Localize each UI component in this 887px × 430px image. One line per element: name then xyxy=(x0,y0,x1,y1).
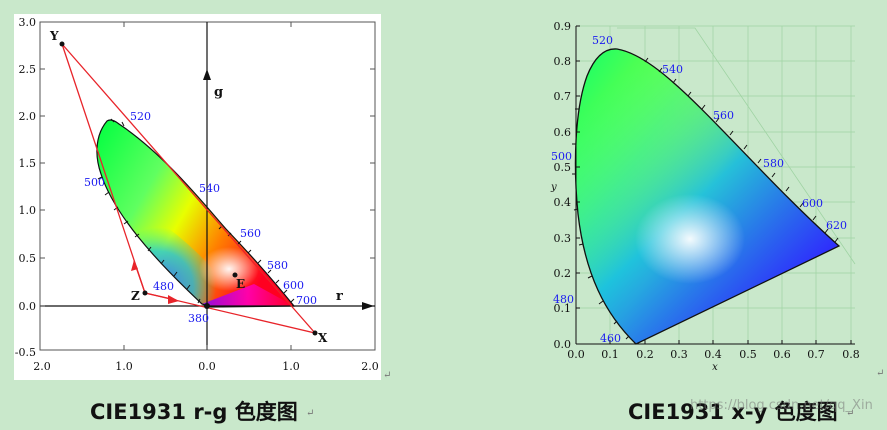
xy-x-tick: 0.2 xyxy=(636,348,654,361)
xy-nm-460: 460 xyxy=(600,332,621,345)
rg-y-tick: 2.0 xyxy=(19,110,37,123)
nm-540: 540 xyxy=(199,182,220,195)
rg-y-tick-labels: 3.0 2.5 2.0 1.5 1.0 0.5 0.0 -0.5 xyxy=(15,16,36,359)
xy-outer-guide xyxy=(617,27,856,265)
xyz-primaries-triangle xyxy=(61,43,317,335)
nm-480: 480 xyxy=(153,280,174,293)
paragraph-mark: ↵ xyxy=(383,370,392,381)
xy-x-tick: 0.0 xyxy=(567,348,585,361)
axis-g-label: g xyxy=(214,85,223,100)
paragraph-mark: ↵ xyxy=(846,408,855,419)
xy-x-tick: 0.7 xyxy=(807,348,825,361)
xy-xlabel: x xyxy=(712,362,718,373)
watermark: https://blog.csdn.net/qq_Xin xyxy=(690,398,873,413)
rg-y-tick: 1.0 xyxy=(19,204,37,217)
r-axis-arrow xyxy=(362,302,374,310)
z-x-arrowhead xyxy=(168,295,179,304)
xy-nm-600: 600 xyxy=(802,197,823,210)
rg-x-tick: 0.0 xyxy=(198,360,216,373)
xy-gamut-fill xyxy=(575,48,839,344)
xy-chromaticity-panel: 520 540 560 580 600 620 500 480 460 0.9 … xyxy=(545,14,875,376)
xy-x-tick: 0.8 xyxy=(842,348,860,361)
rg-chromaticity-panel: Y X Z E g r 520 500 540 560 580 600 480 … xyxy=(14,14,381,380)
xy-nm-620: 620 xyxy=(826,219,847,232)
label-e: E xyxy=(236,277,245,291)
xy-y-tick: 0.2 xyxy=(554,267,572,280)
nm-560: 560 xyxy=(240,227,261,240)
caption-rg: CIE1931 r-g 色度图 xyxy=(90,400,298,424)
rg-x-tick: 1.0 xyxy=(282,360,300,373)
xy-x-tick: 0.3 xyxy=(670,348,688,361)
rg-purple-line-region xyxy=(202,284,294,307)
paragraph-mark: ↵ xyxy=(306,408,315,419)
paragraph-mark: ↵ xyxy=(876,368,885,379)
point-e xyxy=(232,272,238,278)
xy-nm-480: 480 xyxy=(553,293,574,306)
xy-y-tick: 0.3 xyxy=(554,232,572,245)
g-axis-arrow xyxy=(203,69,211,80)
xy-y-tick: 0.8 xyxy=(554,55,572,68)
axis-r-label: r xyxy=(336,289,343,304)
xy-y-tick: 0.5 xyxy=(554,161,572,174)
xy-nm-520: 520 xyxy=(592,34,613,47)
xy-nm-560: 560 xyxy=(713,109,734,122)
xy-x-tick-labels: 0.0 0.1 0.2 0.3 0.4 0.5 0.6 0.7 0.8 xyxy=(567,348,860,361)
rg-frame-ticks xyxy=(39,21,376,351)
caption-xy: CIE1931 x-y 色度图 xyxy=(628,400,838,424)
rg-y-tick: 0.0 xyxy=(19,300,37,313)
label-y: Y xyxy=(49,29,59,43)
rg-blue-region xyxy=(101,174,229,307)
xy-y-tick: 0.4 xyxy=(554,196,572,209)
label-x: X xyxy=(318,331,328,345)
xy-nm-580: 580 xyxy=(763,157,784,170)
xy-x-tick: 0.6 xyxy=(773,348,791,361)
nm-600: 600 xyxy=(283,279,304,292)
label-z: Z xyxy=(131,289,140,303)
point-z xyxy=(142,290,148,296)
xy-x-tick: 0.5 xyxy=(739,348,757,361)
xy-spectral-locus xyxy=(574,48,841,345)
point-y xyxy=(59,41,65,47)
xy-axis-ticks xyxy=(576,25,852,344)
nm-700: 700 xyxy=(296,294,317,307)
nm-520: 520 xyxy=(130,110,151,123)
rg-y-tick: -0.5 xyxy=(15,346,36,359)
nm-380: 380 xyxy=(188,312,209,325)
rg-x-tick-labels: 2.0 1.0 0.0 1.0 2.0 xyxy=(33,360,379,373)
xy-y-tick: 0.7 xyxy=(554,90,572,103)
rg-y-tick: 3.0 xyxy=(19,16,37,29)
rg-white-region xyxy=(199,247,259,291)
rg-x-tick: 2.0 xyxy=(33,360,51,373)
xy-nm-500: 500 xyxy=(551,150,572,163)
xy-x-tick: 0.4 xyxy=(704,348,722,361)
nm-500: 500 xyxy=(84,176,105,189)
xy-y-tick: 0.0 xyxy=(554,338,572,351)
nm-580: 580 xyxy=(267,259,288,272)
rg-x-tick: 1.0 xyxy=(115,360,133,373)
xy-y-tick: 0.9 xyxy=(554,20,572,33)
point-x xyxy=(312,330,318,336)
rg-y-tick: 2.5 xyxy=(19,63,37,76)
rg-y-tick: 0.5 xyxy=(19,252,37,265)
xy-nm-540: 540 xyxy=(662,63,683,76)
rg-spectral-locus xyxy=(96,119,296,308)
rg-x-tick: 2.0 xyxy=(361,360,379,373)
xy-y-tick: 0.1 xyxy=(554,302,572,315)
xy-ylabel: y xyxy=(550,182,557,193)
xy-y-tick-labels: 0.9 0.8 0.7 0.6 0.5 0.4 0.3 0.2 0.1 0.0 xyxy=(554,20,572,351)
xy-chromaticity-diagram: 520 540 560 580 600 620 500 480 460 0.9 … xyxy=(550,20,860,373)
xy-y-tick: 0.6 xyxy=(554,126,572,139)
origin-point xyxy=(204,303,210,309)
xy-x-tick: 0.1 xyxy=(601,348,619,361)
rg-y-tick: 1.5 xyxy=(19,157,37,170)
rg-chromaticity-diagram: Y X Z E g r 520 500 540 560 580 600 480 … xyxy=(15,16,379,373)
z-y-arrowhead xyxy=(131,260,138,271)
